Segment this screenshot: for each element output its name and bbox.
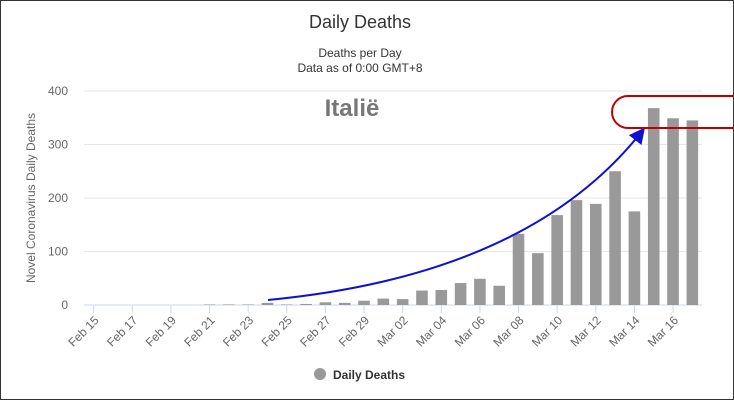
bar: [647, 108, 660, 306]
bar: [435, 290, 448, 305]
y-tick-label: 200: [48, 191, 68, 205]
bar: [377, 298, 390, 305]
bar: [338, 302, 351, 305]
chart-subtitle: Data as of 0:00 GMT+8: [297, 61, 422, 75]
x-tick-label: Feb 15: [65, 313, 102, 350]
bar: [551, 215, 563, 305]
bar: [474, 278, 486, 305]
x-tick-label: Mar 14: [606, 313, 643, 350]
x-tick-label: Mar 02: [374, 313, 411, 350]
legend-marker: [314, 368, 326, 380]
y-axis-label: Novel Coronavirus Daily Deaths: [24, 113, 38, 283]
bar: [396, 299, 409, 305]
x-tick-label: Feb 23: [220, 313, 257, 350]
bar: [280, 304, 293, 305]
x-tick-label: Mar 04: [413, 313, 450, 350]
x-tick-label: Mar 10: [529, 313, 566, 350]
highlight: [611, 95, 734, 129]
y-tick-label: 100: [48, 245, 68, 259]
bar: [358, 300, 370, 305]
bar: [300, 303, 312, 305]
bar: [242, 304, 254, 305]
x-tick-label: Feb 19: [143, 313, 180, 350]
bar: [532, 253, 544, 305]
bar: [609, 171, 621, 305]
chart-subtitle: Deaths per Day: [318, 46, 401, 60]
y-tick-label: 0: [61, 298, 68, 312]
x-tick-label: Mar 08: [490, 313, 527, 350]
x-tick-label: Mar 12: [568, 313, 605, 350]
x-tick-label: Mar 16: [645, 313, 682, 350]
x-tick-label: Feb 29: [336, 313, 373, 350]
bar: [203, 304, 216, 305]
x-tick-label: Feb 27: [297, 313, 334, 350]
chart-title: Daily Deaths: [309, 12, 411, 32]
bar: [686, 120, 699, 305]
bar: [416, 290, 428, 305]
legend-label: Daily Deaths: [333, 368, 405, 382]
bar: [628, 211, 641, 305]
bar: [223, 304, 235, 305]
bar: [493, 285, 506, 305]
bar: [589, 203, 602, 305]
bar: [512, 233, 525, 305]
x-tick-label: Feb 21: [181, 313, 218, 350]
y-tick-label: 400: [48, 84, 68, 98]
bar: [454, 283, 467, 305]
x-tick-label: Mar 06: [452, 313, 489, 350]
arrow: [267, 127, 645, 301]
bar: [570, 200, 583, 305]
y-tick-label: 300: [48, 138, 68, 152]
bar: [319, 302, 332, 305]
bar: [261, 302, 274, 305]
x-tick-label: Feb 25: [259, 313, 296, 350]
annotation: Italië: [325, 95, 380, 122]
x-tick-label: Feb 17: [104, 313, 141, 350]
bar: [667, 118, 679, 305]
